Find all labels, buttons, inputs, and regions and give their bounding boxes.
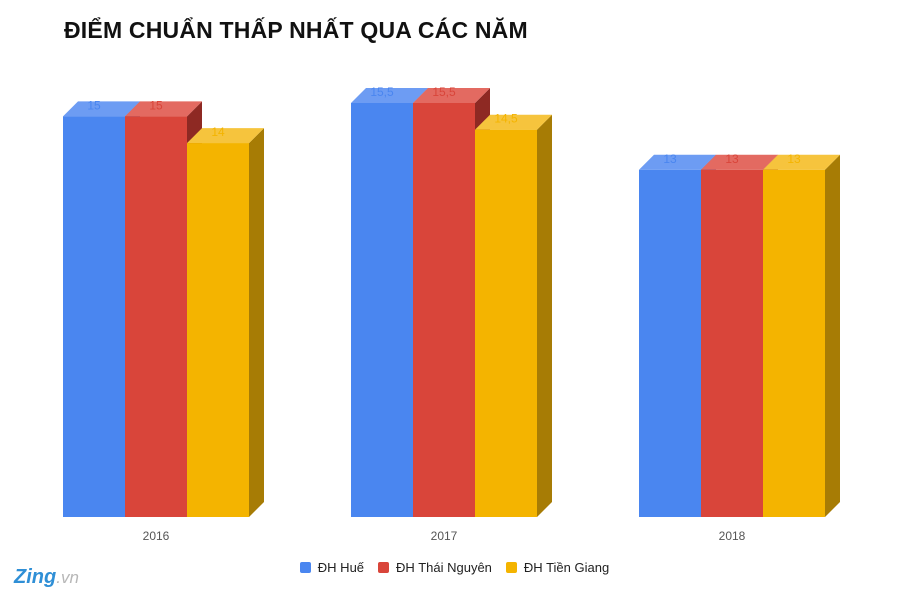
logo-tld-text: .vn (56, 568, 79, 587)
data-label-dh-hue-2018: 13 (663, 152, 677, 166)
bar-side-dh-tien-giang-2017 (537, 114, 552, 517)
chart-legend: ĐH Huế ĐH Thái Nguyên ĐH Tiền Giang (0, 560, 909, 575)
data-label-dh-thai-nguyen-2017: 15,5 (432, 85, 456, 99)
bar-top-dh-hue-2017 (351, 88, 428, 103)
x-tick-label-2016: 2016 (143, 529, 170, 543)
bar-top-dh-hue-2018 (639, 154, 716, 170)
data-label-dh-tien-giang-2016: 14 (211, 125, 225, 139)
bar-top-dh-thai-nguyen-2016 (125, 101, 202, 117)
legend-label-dh-hue: ĐH Huế (317, 560, 365, 575)
bar-dh-tien-giang-2016[interactable] (187, 143, 249, 517)
bar-side-dh-tien-giang-2016 (249, 128, 264, 517)
data-label-dh-thai-nguyen-2018: 13 (725, 152, 739, 166)
bar-dh-tien-giang-2017[interactable] (475, 129, 537, 518)
bar-top-dh-tien-giang-2017 (475, 114, 552, 130)
bar-top-dh-tien-giang-2018 (763, 154, 840, 170)
legend-swatch-dh-hue (299, 562, 311, 573)
bar-dh-tien-giang-2018[interactable] (763, 169, 825, 517)
legend-item-dh-hue[interactable]: ĐH Huế (299, 560, 365, 575)
legend-item-dh-thai-nguyen[interactable]: ĐH Thái Nguyên (378, 560, 492, 575)
bar-dh-thai-nguyen-2016[interactable] (125, 116, 187, 518)
bar-top-dh-thai-nguyen-2018 (701, 154, 778, 170)
legend-item-dh-tien-giang[interactable]: ĐH Tiền Giang (505, 560, 610, 575)
x-tick-label-2017: 2017 (431, 529, 458, 543)
data-label-dh-hue-2016: 15 (87, 98, 101, 112)
bar-dh-hue-2017[interactable] (351, 103, 413, 517)
bar-side-dh-tien-giang-2018 (825, 154, 840, 517)
data-label-dh-thai-nguyen-2016: 15 (149, 98, 163, 112)
legend-swatch-dh-thai-nguyen (378, 562, 390, 573)
bar-dh-hue-2016[interactable] (63, 116, 125, 518)
data-label-dh-tien-giang-2018: 13 (787, 152, 801, 166)
bar-top-dh-tien-giang-2016 (187, 128, 264, 144)
bar-dh-thai-nguyen-2017[interactable] (413, 103, 475, 517)
zing-logo: Zing.vn (14, 566, 79, 589)
data-label-dh-hue-2017: 15,5 (370, 85, 394, 99)
legend-label-dh-thai-nguyen: ĐH Thái Nguyên (396, 560, 492, 575)
chart-title: ĐIỂM CHUẨN THẤP NHẤT QUA CÁC NĂM (64, 17, 528, 43)
data-label-dh-tien-giang-2017: 14,5 (494, 112, 518, 126)
bar-dh-hue-2018[interactable] (639, 169, 701, 517)
bar-top-dh-hue-2016 (63, 101, 140, 117)
bar-top-dh-thai-nguyen-2017 (413, 88, 490, 103)
x-tick-label-2018: 2018 (719, 529, 746, 543)
logo-main-text: Zing (14, 566, 57, 588)
legend-swatch-dh-tien-giang (505, 562, 517, 573)
bar-dh-thai-nguyen-2018[interactable] (701, 169, 763, 517)
legend-label-dh-tien-giang: ĐH Tiền Giang (523, 560, 610, 575)
